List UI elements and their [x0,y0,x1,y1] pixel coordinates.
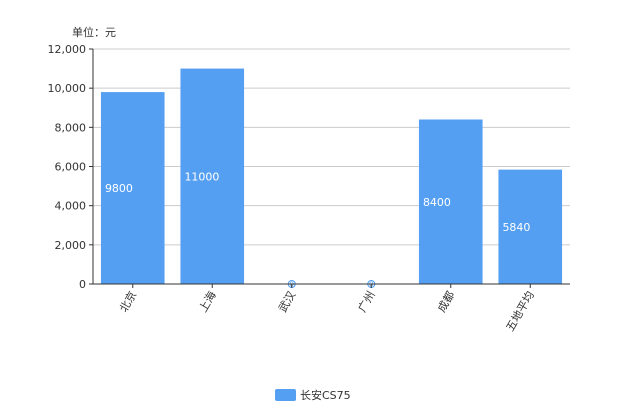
x-tick-label: 北京 [116,289,139,315]
bar-value-label: 11000 [184,170,219,183]
y-tick-label: 2,000 [55,239,87,252]
y-tick-label: 12,000 [48,43,87,56]
x-tick-label: 五地平均 [504,289,537,334]
y-tick-label: 8,000 [55,121,87,134]
bar-value-label: 5840 [502,221,530,234]
y-tick-label: 6,000 [55,161,87,174]
bar[interactable] [498,169,563,284]
unit-label: 单位：元 [72,25,116,39]
y-tick-label: 10,000 [48,82,87,95]
legend[interactable]: 长安CS75 [275,388,351,402]
x-tick-label: 上海 [196,289,219,315]
y-axis-ticks: 0 2,000 4,000 6,000 8,000 10,000 12,000 [48,43,93,291]
x-tick-label: 成都 [435,289,457,315]
bars [100,68,563,285]
x-tick-label: 武汉 [276,289,298,315]
y-tick-label: 4,000 [55,200,87,213]
grid-lines [93,48,570,246]
bar-value-label: 8400 [423,196,451,209]
y-tick-label: 0 [79,278,86,291]
legend-swatch-changan-cs75 [275,389,296,401]
x-tick-label: 广州 [356,289,378,315]
bar[interactable] [180,68,245,284]
bar[interactable] [418,119,483,285]
bar-value-label: 9800 [105,182,133,195]
x-axis-ticks: 北京 上海 武汉 广州 成都 五地平均 [116,284,537,334]
legend-label-changan-cs75: 长安CS75 [300,388,351,402]
bar[interactable] [100,92,165,284]
bar-data-labels: 9800110000084005840 [105,170,531,288]
